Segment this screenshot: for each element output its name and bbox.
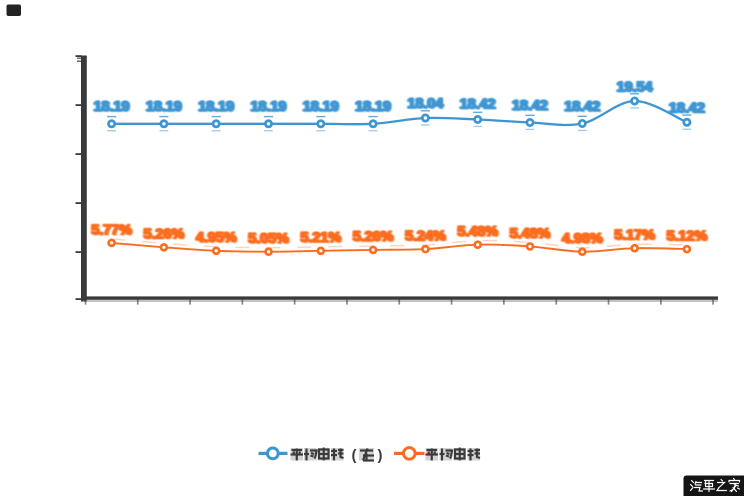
- svg-text:18.19: 18.19: [303, 99, 339, 115]
- svg-text:5.21%: 5.21%: [301, 230, 342, 246]
- svg-text:5.21%: 5.21%: [302, 231, 343, 247]
- svg-text:18.42: 18.42: [512, 98, 548, 114]
- svg-text:18.04: 18.04: [406, 96, 442, 112]
- svg-text:18.04: 18.04: [408, 96, 444, 112]
- svg-text:): ): [378, 447, 383, 464]
- svg-text:(: (: [352, 447, 357, 464]
- svg-text:5.48%: 5.48%: [509, 226, 550, 242]
- svg-text:18.19: 18.19: [94, 99, 130, 115]
- svg-text:5.17%: 5.17%: [613, 228, 654, 244]
- svg-text:18.19: 18.19: [355, 99, 391, 115]
- svg-text:18.19: 18.19: [198, 99, 234, 115]
- svg-text:18.19: 18.19: [354, 99, 390, 115]
- svg-text:18.19: 18.19: [199, 99, 235, 115]
- svg-text:18.42: 18.42: [460, 97, 496, 113]
- svg-text:5.48%: 5.48%: [511, 227, 552, 243]
- svg-text:18.42: 18.42: [670, 101, 706, 117]
- svg-text:19.54: 19.54: [618, 80, 654, 96]
- svg-text:18.42: 18.42: [461, 97, 497, 113]
- svg-text:5.26%: 5.26%: [352, 229, 393, 245]
- svg-text:5.26%: 5.26%: [354, 230, 395, 246]
- svg-text:5.12%: 5.12%: [666, 229, 707, 245]
- svg-text:4.95%: 4.95%: [195, 230, 236, 246]
- svg-text:18.19: 18.19: [147, 99, 183, 115]
- svg-text:5.77%: 5.77%: [90, 223, 131, 239]
- svg-text:5.12%: 5.12%: [667, 229, 708, 245]
- svg-text:18.19: 18.19: [356, 99, 392, 115]
- svg-text:18.19: 18.19: [197, 99, 233, 115]
- svg-text:18.42: 18.42: [511, 98, 547, 114]
- svg-text:18.19: 18.19: [304, 99, 340, 115]
- svg-text:5.26%: 5.26%: [143, 227, 184, 243]
- svg-text:5.48%: 5.48%: [510, 226, 551, 242]
- svg-text:19.54: 19.54: [617, 80, 653, 96]
- svg-text:4.95%: 4.95%: [196, 230, 237, 246]
- svg-text:5.05%: 5.05%: [249, 232, 290, 248]
- svg-text:5.24%: 5.24%: [405, 229, 446, 245]
- svg-text:4.98%: 4.98%: [563, 232, 604, 248]
- svg-text:18.42: 18.42: [669, 101, 705, 117]
- svg-text:18.19: 18.19: [146, 99, 182, 115]
- svg-text:5.26%: 5.26%: [145, 227, 186, 243]
- svg-text:5.26%: 5.26%: [144, 227, 185, 243]
- svg-text:5.77%: 5.77%: [91, 223, 132, 239]
- svg-text:4.95%: 4.95%: [197, 231, 238, 247]
- svg-text:4.98%: 4.98%: [561, 231, 602, 247]
- svg-text:5.24%: 5.24%: [404, 229, 445, 245]
- svg-text:18.04: 18.04: [409, 97, 445, 113]
- svg-text:18.42: 18.42: [563, 99, 599, 115]
- svg-text:5.26%: 5.26%: [353, 229, 394, 245]
- svg-text:5.05%: 5.05%: [247, 231, 288, 247]
- svg-text:18.42: 18.42: [513, 99, 549, 115]
- svg-text:18.19: 18.19: [93, 99, 129, 115]
- svg-text:18.42: 18.42: [668, 101, 704, 117]
- svg-text:18.42: 18.42: [564, 99, 600, 115]
- svg-text:5.17%: 5.17%: [615, 228, 656, 244]
- svg-text:18.42: 18.42: [459, 97, 495, 113]
- svg-text:18.19: 18.19: [250, 99, 286, 115]
- svg-text:5.17%: 5.17%: [614, 228, 655, 244]
- svg-text:18.19: 18.19: [252, 99, 288, 115]
- svg-text:5.77%: 5.77%: [92, 223, 133, 239]
- svg-text:5.24%: 5.24%: [406, 229, 447, 245]
- svg-text:18.19: 18.19: [145, 99, 181, 115]
- svg-text:18.42: 18.42: [566, 99, 602, 115]
- svg-text:19.54: 19.54: [616, 80, 652, 96]
- svg-text:5.12%: 5.12%: [668, 229, 709, 245]
- svg-text:18.19: 18.19: [95, 99, 131, 115]
- svg-text:4.98%: 4.98%: [562, 231, 603, 247]
- svg-text:5.48%: 5.48%: [456, 224, 497, 240]
- svg-text:18.19: 18.19: [302, 99, 338, 115]
- svg-text:5.05%: 5.05%: [248, 231, 289, 247]
- svg-text:5.48%: 5.48%: [457, 224, 498, 240]
- svg-text:5.48%: 5.48%: [459, 225, 500, 241]
- svg-text:18.19: 18.19: [251, 99, 287, 115]
- svg-text:5.21%: 5.21%: [299, 230, 340, 246]
